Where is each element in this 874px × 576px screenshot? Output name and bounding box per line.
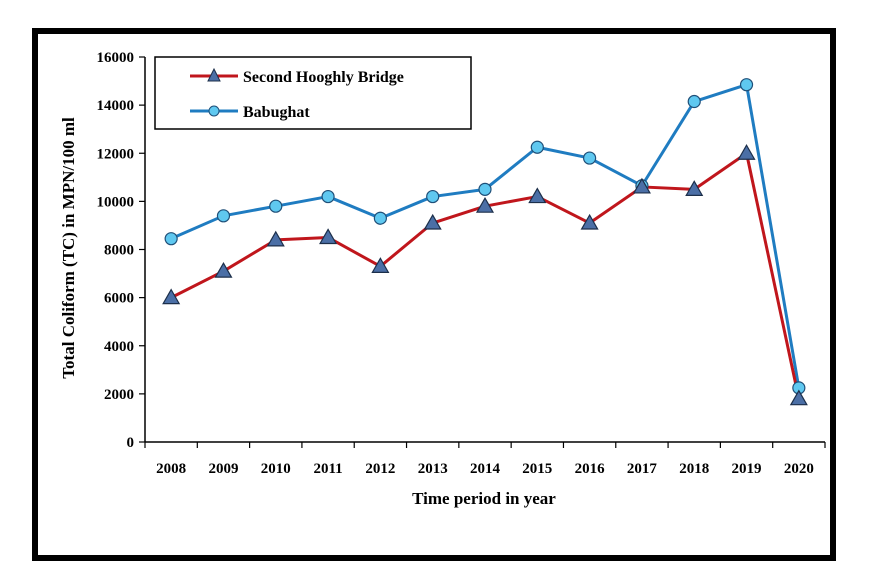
data-point-babughat <box>373 211 387 225</box>
x-tick-label: 2010 <box>261 461 291 477</box>
data-point-babughat <box>216 209 231 223</box>
data-point-babughat <box>739 78 754 92</box>
data-point-second-hooghly-bridge <box>580 213 599 230</box>
x-tick-label: 2020 <box>784 461 814 477</box>
x-tick-label: 2014 <box>470 461 501 477</box>
y-tick-label: 10000 <box>97 194 135 210</box>
data-point-second-hooghly-bridge <box>737 144 756 160</box>
x-tick-label: 2016 <box>575 461 606 477</box>
data-point-babughat <box>583 151 597 165</box>
data-point-babughat <box>478 182 492 196</box>
x-tick-label: 2009 <box>208 461 238 477</box>
data-point-second-hooghly-bridge <box>214 261 233 278</box>
data-point-second-hooghly-bridge <box>423 213 442 230</box>
y-tick-label: 16000 <box>97 50 135 66</box>
x-tick-label: 2013 <box>418 461 448 477</box>
x-tick-label: 2011 <box>313 461 342 477</box>
x-tick-label: 2012 <box>365 461 395 477</box>
data-point-second-hooghly-bridge <box>528 187 547 204</box>
x-axis-label: Time period in year <box>412 489 556 508</box>
x-tick-label: 2018 <box>679 461 709 477</box>
legend-label-second-hooghly-bridge: Second Hooghly Bridge <box>243 69 404 86</box>
data-point-second-hooghly-bridge <box>319 228 338 245</box>
data-point-second-hooghly-bridge <box>632 177 651 194</box>
data-point-babughat <box>530 140 544 154</box>
tick-labels: 0 2000 4000 6000 8000 10000 12000 14000 16000 200… <box>97 50 814 477</box>
legend-marker-babughat <box>208 105 220 117</box>
legend-label-babughat: Babughat <box>243 104 310 121</box>
y-tick-label: 12000 <box>97 146 135 162</box>
legend-marker-second-hooghly-bridge <box>207 67 221 82</box>
y-tick-label: 4000 <box>104 339 134 355</box>
y-tick-label: 14000 <box>97 98 135 114</box>
data-point-second-hooghly-bridge <box>475 196 495 213</box>
series-layer <box>162 78 808 406</box>
x-tick-label: 2019 <box>732 461 762 477</box>
x-tick-label: 2015 <box>522 461 552 477</box>
y-tick-label: 0 <box>127 435 135 451</box>
data-point-babughat <box>426 189 440 204</box>
legend: Second Hooghly Bridge Babughat <box>154 56 472 130</box>
y-tick-label: 8000 <box>104 243 134 259</box>
data-point-babughat <box>164 232 178 246</box>
data-point-second-hooghly-bridge <box>685 180 704 196</box>
data-point-babughat <box>269 199 283 213</box>
data-point-second-hooghly-bridge <box>789 389 808 406</box>
x-tick-label: 2017 <box>627 461 658 477</box>
data-point-second-hooghly-bridge <box>266 230 285 247</box>
data-point-second-hooghly-bridge <box>162 288 181 305</box>
data-point-babughat <box>687 94 701 109</box>
y-tick-label: 6000 <box>104 291 134 307</box>
data-point-babughat <box>321 189 335 204</box>
legend-box <box>154 56 472 130</box>
x-tick-label: 2008 <box>156 461 186 477</box>
y-axis-label: Total Coliform (TC) in MPN/100 ml <box>59 117 78 379</box>
y-tick-label: 2000 <box>104 387 134 403</box>
data-point-second-hooghly-bridge <box>371 257 390 273</box>
axes <box>139 56 826 448</box>
